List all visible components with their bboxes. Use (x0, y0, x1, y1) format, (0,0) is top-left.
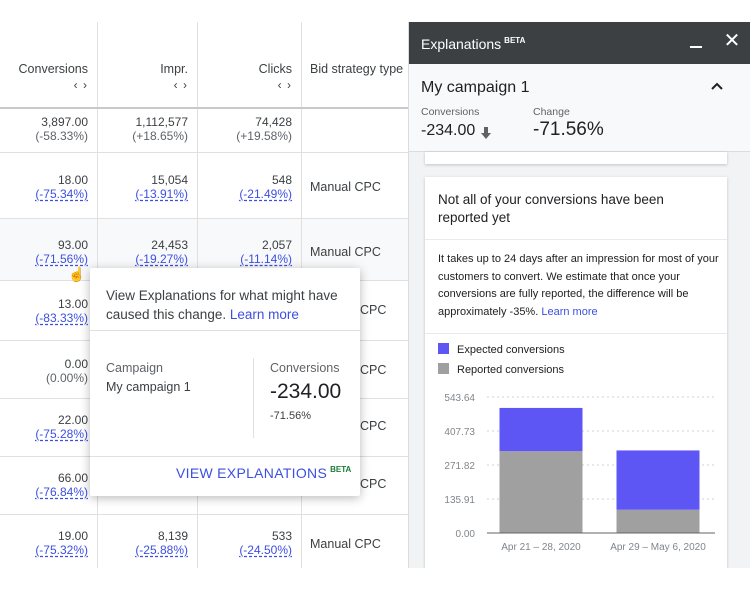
table-row: 18.00 (-75.34%) 15,054 (-13.91%) 548 (-2… (0, 153, 408, 219)
cell-conversions: 3,897.00 (-58.33%) (0, 109, 98, 152)
card-title: Not all of your conversions have been re… (438, 192, 664, 225)
campaign-value: My campaign 1 (106, 380, 191, 394)
change-link[interactable]: (-24.50%) (239, 543, 292, 557)
col-header-impressions[interactable]: Impr. ‹ › (98, 22, 198, 107)
explanation-card: Not all of your conversions have been re… (425, 177, 727, 568)
bar-segment (616, 450, 700, 510)
card-previous (425, 152, 727, 164)
learn-more-link[interactable]: Learn more (541, 305, 598, 318)
y-tick-label: 0.00 (456, 529, 476, 540)
divider (253, 358, 254, 438)
beta-badge: BETA (330, 465, 352, 475)
change-link[interactable]: (-25.88%) (135, 543, 188, 557)
divider (90, 330, 360, 331)
cell-bid-strategy: Manual CPC (310, 245, 381, 259)
campaign-label: Campaign (106, 361, 163, 375)
cell-bid-strategy: Manual CPC (310, 180, 381, 194)
change-link[interactable]: (-11.14%) (240, 252, 292, 266)
table-row-totals: 3,897.00 (-58.33%) 1,112,577 (+18.65%) 7… (0, 109, 408, 153)
cell-conversions: 13.00 (-83.33%) (0, 281, 98, 340)
cell-clicks: 548 (-21.49%) (198, 153, 302, 218)
change-link[interactable]: (-19.27%) (135, 252, 188, 266)
legend-swatch (438, 363, 449, 374)
cell-conversions: 18.00 (-75.34%) (0, 153, 98, 218)
conversions-value: -234.00 (421, 122, 476, 139)
bar-segment (499, 407, 583, 452)
change-link[interactable]: (-75.34%) (35, 187, 88, 201)
legend-reported: Reported conversions (438, 363, 564, 377)
cell-clicks: 533 (-24.50%) (198, 515, 302, 568)
change-link[interactable]: (-76.84%) (35, 485, 88, 499)
cell-clicks: 74,428 (+19.58%) (198, 109, 302, 152)
panel-header: Explanations BETA ✕ (409, 22, 750, 64)
campaign-summary: My campaign 1 Conversions -234.00 Change… (409, 64, 750, 152)
explanation-popup: View Explanations for what might have ca… (90, 268, 360, 496)
cell-impressions: 1,112,577 (+18.65%) (98, 109, 198, 152)
arrow-down-icon (481, 126, 491, 139)
cell-impressions: 8,139 (-25.88%) (98, 515, 198, 568)
table-header: Conversions ‹ › Impr. ‹ › Clicks ‹ › Bid… (0, 22, 408, 109)
cell-impressions: 24,453 (-19.27%) (98, 219, 198, 280)
bar-segment (616, 509, 700, 533)
explanations-panel: Explanations BETA ✕ My campaign 1 Convers… (408, 22, 750, 568)
table-row: 19.00 (-75.32%) 8,139 (-25.88%) 533 (-24… (0, 515, 408, 568)
cell-bid-strategy: CPC (360, 363, 387, 377)
cell-clicks: 2,057 (-11.14%) (198, 219, 302, 280)
divider (90, 456, 360, 457)
cell-bid-strategy: CPC (360, 303, 387, 317)
chevron-up-icon[interactable] (711, 82, 725, 92)
popup-message: View Explanations for what might have ca… (106, 288, 338, 322)
cell-impressions: 15,054 (-13.91%) (98, 153, 198, 218)
cell-bid-strategy: Manual CPC (310, 537, 381, 551)
change-link[interactable]: (-13.91%) (135, 187, 188, 201)
cell-conversions: 93.00 (-71.56%) (0, 219, 98, 280)
change-link[interactable]: (-75.28%) (35, 427, 88, 441)
legend-swatch (438, 343, 449, 354)
divider (425, 333, 727, 334)
hand-pointer-icon: ☝ (68, 266, 86, 282)
change-label: Change (533, 106, 570, 118)
bar-segment (499, 451, 583, 533)
close-icon[interactable]: ✕ (723, 30, 741, 52)
legend-expected: Expected conversions (438, 343, 565, 357)
cell-conversions: 66.00 (-76.84%) (0, 457, 98, 514)
col-header-bid-strategy[interactable]: Bid strategy type (310, 62, 404, 76)
conversions-value: -234.00 (270, 380, 342, 403)
divider (425, 239, 727, 240)
y-tick-label: 135.91 (444, 495, 475, 506)
learn-more-link[interactable]: Learn more (229, 307, 299, 322)
cell-conversions: 0.00 (0.00%) (0, 341, 98, 398)
panel-title: Explanations BETA (421, 36, 526, 52)
y-tick-label: 407.73 (444, 427, 475, 438)
cell-conversions: 22.00 (-75.28%) (0, 399, 98, 456)
change-link[interactable]: (-75.32%) (35, 543, 88, 557)
cell-conversions: 19.00 (-75.32%) (0, 515, 98, 568)
card-body: It takes up to 24 days after an impressi… (438, 253, 719, 318)
minimize-icon[interactable] (689, 34, 703, 50)
conversions-change: -71.56% (270, 410, 311, 422)
y-tick-label: 543.64 (444, 393, 475, 404)
x-tick-label: Apr 29 – May 6, 2020 (610, 542, 706, 553)
view-explanations-button[interactable]: VIEW EXPLANATIONS BETA (176, 465, 352, 481)
change-link[interactable]: (-83.33%) (35, 311, 88, 325)
expand-arrows-icon[interactable]: ‹ › (173, 78, 188, 92)
conversions-label: Conversions (421, 106, 480, 118)
col-header-clicks[interactable]: Clicks ‹ › (198, 22, 302, 107)
x-tick-label: Apr 21 – 28, 2020 (501, 542, 581, 553)
beta-badge: BETA (504, 36, 526, 46)
conversions-label: Conversions (270, 361, 340, 375)
expand-arrows-icon[interactable]: ‹ › (277, 78, 292, 92)
change-value: -71.56% (533, 119, 604, 140)
stacked-bar-chart: 0.00 135.91 271.82 407.73 543.64 Apr 21 – 28,… (444, 393, 715, 553)
y-tick-label: 271.82 (444, 461, 475, 472)
cell-bid-strategy: CPC (360, 477, 387, 491)
change-link[interactable]: (-71.56%) (35, 252, 88, 266)
expand-arrows-icon[interactable]: ‹ › (73, 78, 88, 92)
col-header-conversions[interactable]: Conversions ‹ › (0, 22, 98, 107)
change-link[interactable]: (-21.49%) (239, 187, 292, 201)
campaign-title: My campaign 1 (421, 79, 530, 96)
cell-bid-strategy: CPC (360, 419, 387, 433)
